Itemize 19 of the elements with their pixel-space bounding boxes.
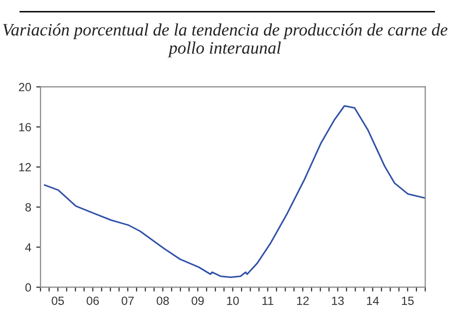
y-tick-label: 8 xyxy=(25,203,31,212)
x-tick-label: 14 xyxy=(367,296,379,305)
x-tick-label: 12 xyxy=(297,296,309,305)
y-tick-label: 12 xyxy=(19,163,31,172)
x-tick-label: 08 xyxy=(156,296,169,305)
y-tick-label: 4 xyxy=(25,243,32,252)
x-tick-label: 09 xyxy=(192,296,204,305)
x-tick-label: 07 xyxy=(122,296,134,305)
chart-title: Variación porcentual de la tendencia de producción de carne de pollo interaunal xyxy=(3,23,448,58)
x-tick-label: 11 xyxy=(262,296,274,305)
y-tick-label: 0 xyxy=(25,283,32,292)
y-tick-label: 20 xyxy=(18,82,32,92)
y-tick-label: 16 xyxy=(19,122,31,132)
x-tick-label: 10 xyxy=(227,296,239,305)
line-series xyxy=(44,105,426,278)
x-tick-label: 15 xyxy=(402,296,414,305)
x-tick-label: 05 xyxy=(52,296,64,305)
x-tick-label: 13 xyxy=(332,296,344,305)
x-tick-label: 06 xyxy=(86,296,99,305)
